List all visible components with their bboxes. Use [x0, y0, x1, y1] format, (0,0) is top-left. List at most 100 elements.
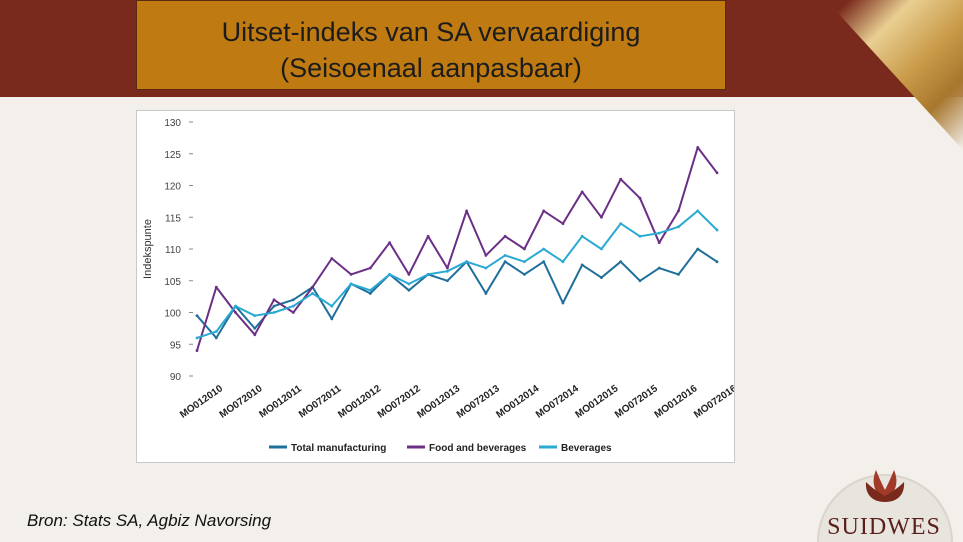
data-point — [484, 292, 488, 295]
data-point — [407, 282, 411, 286]
data-point — [291, 304, 295, 308]
data-point — [696, 146, 700, 149]
data-point — [465, 209, 469, 213]
x-tick-label: MO012016 — [653, 383, 700, 421]
data-point — [657, 266, 661, 270]
data-point — [657, 231, 661, 235]
data-point — [234, 304, 237, 308]
x-tick-label: MO012010 — [178, 383, 225, 421]
data-point — [484, 266, 488, 270]
data-point — [677, 225, 680, 229]
x-tick-label: MO012015 — [574, 383, 621, 421]
data-point — [619, 222, 623, 225]
series-line-0 — [196, 248, 718, 339]
data-point — [368, 266, 372, 270]
data-point — [330, 304, 334, 308]
data-point — [330, 257, 334, 260]
x-tick-label: MO072012 — [376, 383, 423, 421]
y-axis-label: Indekspunte — [142, 219, 154, 279]
data-point — [619, 177, 623, 181]
data-point — [561, 301, 565, 305]
data-point — [368, 288, 372, 292]
data-point — [214, 336, 218, 340]
x-tick-label: MO012014 — [494, 383, 541, 421]
data-point — [445, 269, 449, 273]
data-point — [715, 228, 719, 232]
data-point — [253, 333, 257, 337]
x-tick-label: MO012012 — [336, 383, 383, 421]
data-point — [523, 260, 526, 264]
data-point — [638, 234, 642, 238]
x-tick-label: MO072010 — [218, 383, 265, 421]
y-tick-label: 105 — [164, 277, 181, 288]
x-tick-label: MO072016 — [692, 383, 734, 421]
data-point — [600, 276, 603, 279]
data-point — [542, 260, 546, 264]
data-point — [619, 260, 623, 264]
x-tick-label: MO072015 — [613, 383, 660, 421]
data-point — [715, 260, 719, 264]
data-point — [600, 215, 603, 219]
data-point — [214, 330, 218, 333]
data-point — [445, 279, 449, 283]
data-point — [677, 273, 680, 276]
data-point — [195, 336, 199, 340]
data-point — [503, 234, 507, 238]
legend-label: Food and beverages — [429, 443, 527, 454]
chart-panel: Indekspunte 90 95 100 105 110 115 120 125 130 MO01… — [136, 110, 739, 463]
data-point — [696, 209, 700, 213]
y-tick-label: 130 — [164, 118, 181, 129]
data-point — [349, 282, 353, 286]
x-tick-label: MO072011 — [297, 383, 344, 420]
data-point — [195, 314, 199, 318]
data-point — [542, 209, 546, 213]
data-point — [311, 285, 314, 289]
data-point — [465, 260, 469, 264]
data-point — [291, 298, 295, 302]
data-point — [542, 247, 546, 251]
tulip-icon — [865, 470, 905, 502]
data-point — [214, 285, 218, 289]
data-point — [407, 288, 411, 292]
data-point — [523, 247, 526, 251]
y-tick-label: 110 — [165, 245, 181, 256]
data-point — [580, 234, 584, 238]
data-point — [388, 241, 391, 245]
data-point — [580, 263, 584, 267]
data-point — [234, 311, 237, 314]
data-point — [253, 326, 257, 330]
data-point — [677, 209, 680, 213]
data-point — [638, 196, 642, 200]
y-tick-label: 95 — [170, 340, 182, 351]
data-point — [195, 349, 199, 352]
data-point — [445, 266, 449, 270]
legend-label: Beverages — [561, 443, 612, 454]
data-point — [600, 247, 603, 251]
y-tick-label: 100 — [164, 309, 181, 320]
suidwes-logo — [817, 470, 953, 542]
data-point — [484, 253, 488, 257]
y-tick-label: 90 — [170, 372, 182, 383]
data-point — [291, 311, 295, 314]
y-tick-label: 115 — [165, 213, 181, 224]
data-point — [272, 311, 276, 314]
data-point — [272, 304, 276, 308]
title-box: Uitset-indeks van SA vervaardiging (Seis… — [136, 0, 726, 90]
data-point — [696, 247, 700, 251]
x-tick-label: MO072014 — [534, 383, 581, 421]
data-point — [426, 273, 430, 276]
data-point — [272, 298, 276, 302]
data-point — [503, 253, 507, 257]
data-point — [715, 171, 719, 175]
data-point — [580, 190, 584, 194]
data-point — [407, 273, 411, 276]
series-line-1 — [196, 146, 718, 351]
line-chart: Indekspunte 90 95 100 105 110 115 120 125 130 MO01… — [142, 118, 739, 454]
data-point — [388, 273, 391, 276]
data-point — [503, 260, 507, 264]
logo-text: SUIDWES — [827, 514, 941, 540]
series-line-2 — [196, 209, 718, 339]
x-tick-label: MO012013 — [415, 383, 462, 421]
source-note: Bron: Stats SA, Agbiz Navorsing — [27, 511, 272, 530]
data-point — [349, 273, 353, 276]
